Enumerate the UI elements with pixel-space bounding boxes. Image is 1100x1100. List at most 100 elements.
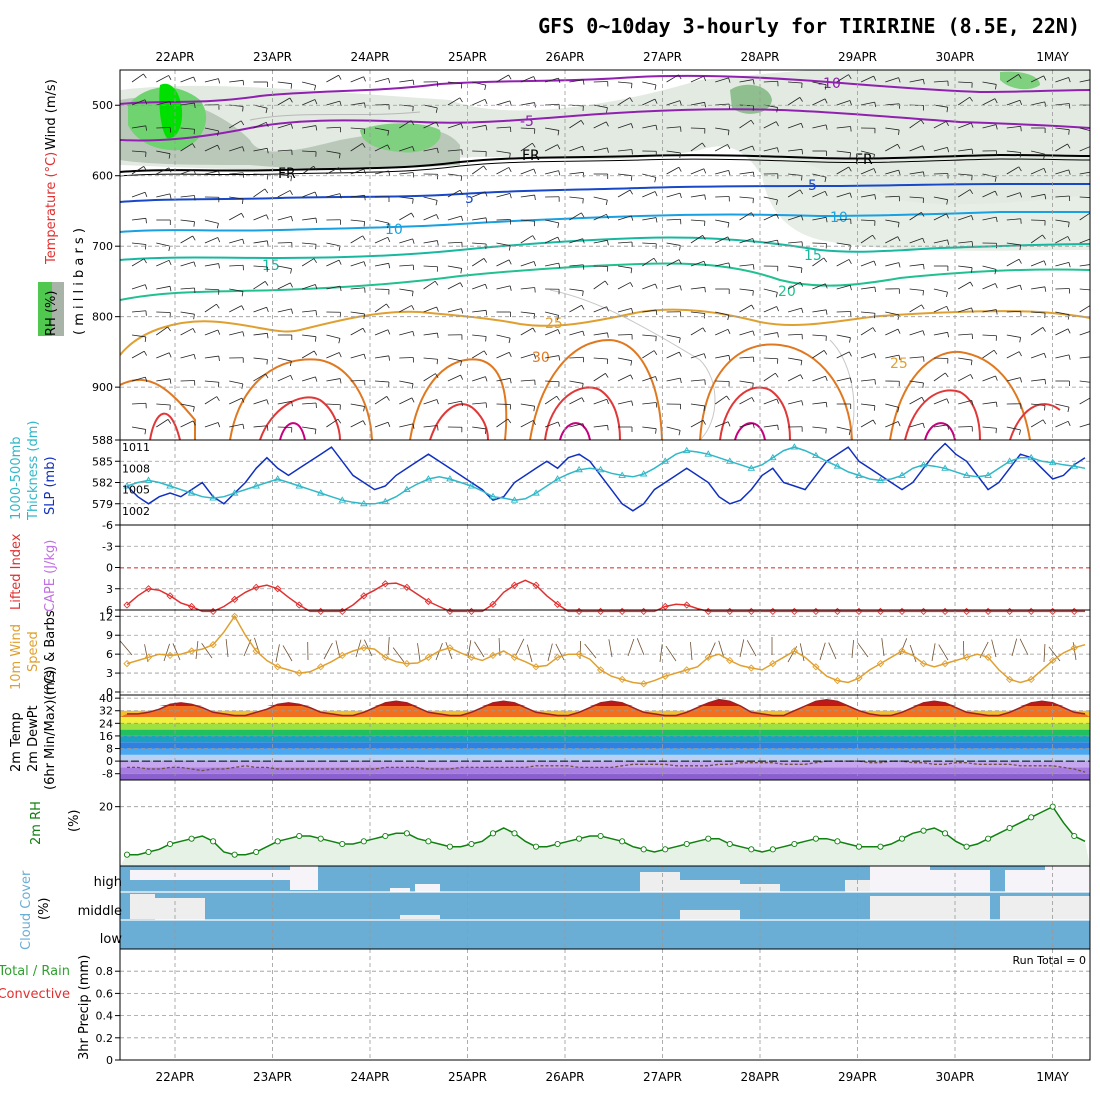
- wind10-barb: [417, 643, 421, 662]
- bottom-date-label: 27APR: [643, 1070, 682, 1084]
- rh2m-label-2: (%): [67, 810, 82, 833]
- wind-barb-flag: [558, 78, 561, 84]
- wind-barb-flag: [313, 165, 317, 171]
- wind-barb-flag: [144, 192, 148, 198]
- series-point: [144, 585, 153, 593]
- series-point: [769, 846, 776, 853]
- wind-barb: [545, 311, 559, 316]
- wind-barb: [569, 380, 584, 384]
- series-point: [296, 832, 303, 840]
- series-point: [855, 471, 863, 478]
- wind-barb-flag: [581, 212, 585, 218]
- wind-barb: [812, 375, 826, 382]
- wind-barb-flag: [897, 222, 900, 228]
- wind-barb: [1031, 311, 1046, 314]
- label-25-b: 25: [890, 356, 908, 372]
- cloud-clear-patch: [640, 872, 680, 892]
- wind-barb-flag: [654, 191, 658, 197]
- wind10-barb: [1019, 638, 1029, 656]
- wind-barb-flag: [434, 280, 439, 286]
- top-date-label: 1MAY: [1036, 50, 1069, 64]
- wind-barb-flag: [241, 291, 244, 297]
- wind-barb-flag: [484, 191, 488, 197]
- wind-barb-flag: [1018, 351, 1022, 357]
- wind-barb: [836, 218, 851, 221]
- wind-barb: [204, 78, 219, 83]
- temp2m-label-3: (6hr Min/Max) (°C): [43, 670, 58, 790]
- wind-barb: [350, 261, 365, 267]
- wind-barb: [569, 145, 583, 152]
- cape-label: CAPE (J/kg): [43, 540, 58, 612]
- wind-barb-flag: [1093, 146, 1095, 151]
- wind-barb: [326, 334, 341, 339]
- wind-barb-flag: [508, 74, 512, 80]
- wind-barb-flag: [436, 214, 439, 220]
- wind-barb-flag: [460, 216, 464, 222]
- wind-barb-flag: [848, 166, 852, 172]
- wind-barb: [715, 262, 729, 267]
- wind-barb-flag: [218, 355, 220, 362]
- wind-barb-flag: [607, 332, 609, 338]
- label-5-b: 5: [808, 178, 817, 194]
- series-point: [489, 600, 497, 608]
- wind-barb: [545, 170, 559, 175]
- wind-barb: [544, 236, 558, 244]
- wind-barb: [326, 126, 341, 129]
- series-point: [381, 580, 389, 588]
- label-20: 20: [778, 284, 796, 300]
- wind-barb: [374, 396, 387, 405]
- wind-barb-flag: [532, 327, 536, 333]
- wind-barb: [229, 264, 244, 267]
- wind-barb-flag: [266, 333, 269, 339]
- wind-barb-flag: [557, 144, 561, 150]
- wind-barb: [885, 127, 900, 131]
- wind-barb: [374, 262, 389, 267]
- wind-barb: [812, 426, 827, 429]
- tick-label: 24: [99, 717, 113, 730]
- wind-barb-flag: [313, 350, 318, 356]
- wind-barb: [958, 333, 973, 336]
- wind-barb-flag: [507, 418, 512, 424]
- wind-barb: [204, 288, 219, 291]
- wind-barb-flag: [290, 123, 294, 129]
- wind-barb-flag: [338, 75, 342, 80]
- wind-barb: [131, 73, 144, 83]
- wind-barb: [229, 288, 244, 292]
- bottom-date-axis: 22APR 23APR 24APR 25APR 26APR 27APR 28APR 29APR…: [155, 1070, 1069, 1084]
- wind-barb-flag: [241, 383, 244, 389]
- wind-barb: [642, 124, 657, 129]
- wind-barb-flag: [266, 240, 269, 246]
- lifted-label: Lifted Index: [9, 533, 24, 610]
- wind-barb: [374, 127, 389, 132]
- wind-barb: [374, 380, 389, 383]
- wind-barb: [131, 350, 145, 359]
- wind-barb-flag: [1093, 79, 1094, 84]
- wind-barb: [690, 353, 705, 359]
- series-line: [126, 614, 1086, 685]
- wind-barb-flag: [387, 130, 390, 136]
- wind-barb: [690, 379, 705, 382]
- wind-barb-flag: [484, 85, 487, 91]
- wind-barb: [1006, 74, 1019, 83]
- wind-barb-flag: [290, 176, 293, 182]
- wind-barb: [715, 77, 729, 83]
- wind-barb-flag: [605, 373, 609, 378]
- wind-barb-flag: [364, 195, 366, 201]
- wind-barb: [739, 119, 752, 129]
- series-point: [941, 464, 949, 471]
- wind-barb: [520, 403, 535, 407]
- wind-barb-flag: [363, 313, 365, 319]
- wind-barb: [593, 104, 608, 109]
- series-point: [834, 838, 841, 845]
- cloud-clear-patch: [155, 898, 205, 920]
- series-point: [726, 656, 734, 665]
- wind-barb: [569, 423, 584, 428]
- wind-barb: [933, 372, 946, 382]
- wind-barb: [301, 165, 314, 175]
- wind-barb-flag: [874, 102, 877, 108]
- wind-barb-flag: [825, 376, 828, 382]
- wind-barb-flag: [533, 168, 537, 174]
- wind-barb-flag: [1043, 75, 1047, 81]
- wind-barb: [156, 75, 169, 83]
